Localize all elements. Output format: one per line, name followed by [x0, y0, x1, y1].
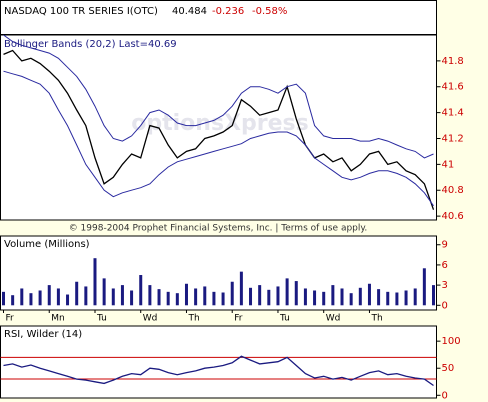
x-tick-label: Tu	[96, 314, 107, 324]
bar	[422, 268, 426, 306]
x-tick-label: Fr	[6, 314, 15, 324]
change-pct: -0.58%	[252, 6, 287, 17]
x-tick-label: Wd	[326, 314, 341, 324]
bar	[56, 288, 60, 306]
bar	[349, 293, 353, 306]
bar	[93, 258, 97, 306]
bar	[340, 288, 344, 306]
bar	[166, 291, 170, 306]
bar	[130, 290, 134, 306]
x-tick-label: Mn	[51, 314, 64, 324]
bar	[29, 293, 33, 306]
panel	[0, 34, 437, 221]
y-tick-label: 6	[442, 260, 448, 271]
bar	[38, 290, 42, 306]
y-tick-label: 50	[442, 363, 455, 374]
bar	[84, 286, 88, 306]
bar	[239, 271, 243, 306]
bar	[11, 295, 15, 306]
bar	[212, 291, 216, 306]
bar	[413, 288, 417, 306]
y-tick-label: 41.8	[442, 56, 464, 67]
bar	[75, 281, 79, 306]
bar	[111, 288, 115, 306]
panel	[0, 325, 437, 399]
bar	[367, 283, 371, 306]
bar	[221, 292, 225, 306]
bar	[276, 286, 280, 306]
series-line	[3, 355, 434, 387]
panel-title: RSI, Wilder (14)	[4, 329, 82, 340]
last-price: 40.484	[172, 6, 207, 17]
panel	[0, 235, 437, 311]
bar	[120, 285, 124, 306]
y-tick-label: 41.4	[442, 108, 464, 119]
bar	[313, 290, 317, 306]
y-tick-label: 3	[442, 280, 448, 291]
bar	[267, 289, 271, 306]
y-tick-label: 41	[442, 159, 455, 170]
y-tick-label: 0	[442, 300, 448, 311]
x-tick-label: Fr	[234, 314, 243, 324]
bar	[386, 291, 390, 306]
series-line	[3, 49, 435, 210]
x-tick-label: Th	[370, 314, 382, 324]
y-tick-label: 9	[442, 240, 448, 251]
footer: © 1998-2004 Prophet Financial Systems, I…	[69, 224, 368, 234]
panel-title: Bollinger Bands (20,2) Last=40.69	[4, 39, 177, 50]
x-tick-label: Tu	[279, 314, 290, 324]
series-line	[3, 70, 434, 207]
bar	[249, 287, 253, 306]
bar	[404, 290, 408, 306]
bar	[139, 275, 143, 306]
bar	[285, 278, 289, 306]
bar	[148, 285, 152, 306]
bar	[102, 278, 106, 306]
bar	[395, 292, 399, 306]
bar	[322, 291, 326, 306]
panel-title: Volume (Millions)	[4, 239, 90, 250]
bar	[47, 285, 51, 306]
bar	[2, 291, 5, 306]
chart-title: NASDAQ 100 TR SERIES I(OTC)	[4, 6, 158, 17]
bar	[258, 285, 262, 306]
y-tick-label: 41.2	[442, 133, 464, 144]
bar	[331, 285, 335, 306]
x-tick-label: Th	[187, 314, 199, 324]
y-tick-label: 41.6	[442, 82, 464, 93]
bar	[66, 294, 70, 306]
bar	[184, 283, 188, 306]
bar	[175, 293, 179, 306]
bar	[377, 289, 381, 306]
bar	[194, 288, 198, 306]
bar	[157, 289, 161, 306]
bar	[303, 288, 307, 306]
bar	[203, 286, 207, 306]
bar	[20, 288, 24, 306]
x-tick-label: Wd	[143, 314, 158, 324]
header-box	[0, 0, 437, 35]
y-tick-label: 40.8	[442, 185, 464, 196]
bar	[230, 281, 234, 306]
change: -0.236	[212, 6, 244, 17]
y-tick-label: 40.6	[442, 211, 464, 222]
bar	[432, 285, 435, 306]
bar	[294, 281, 298, 306]
y-tick-label: 0	[442, 390, 448, 401]
series-line	[3, 34, 434, 159]
y-tick-label: 100	[442, 336, 461, 347]
bar	[358, 287, 362, 306]
